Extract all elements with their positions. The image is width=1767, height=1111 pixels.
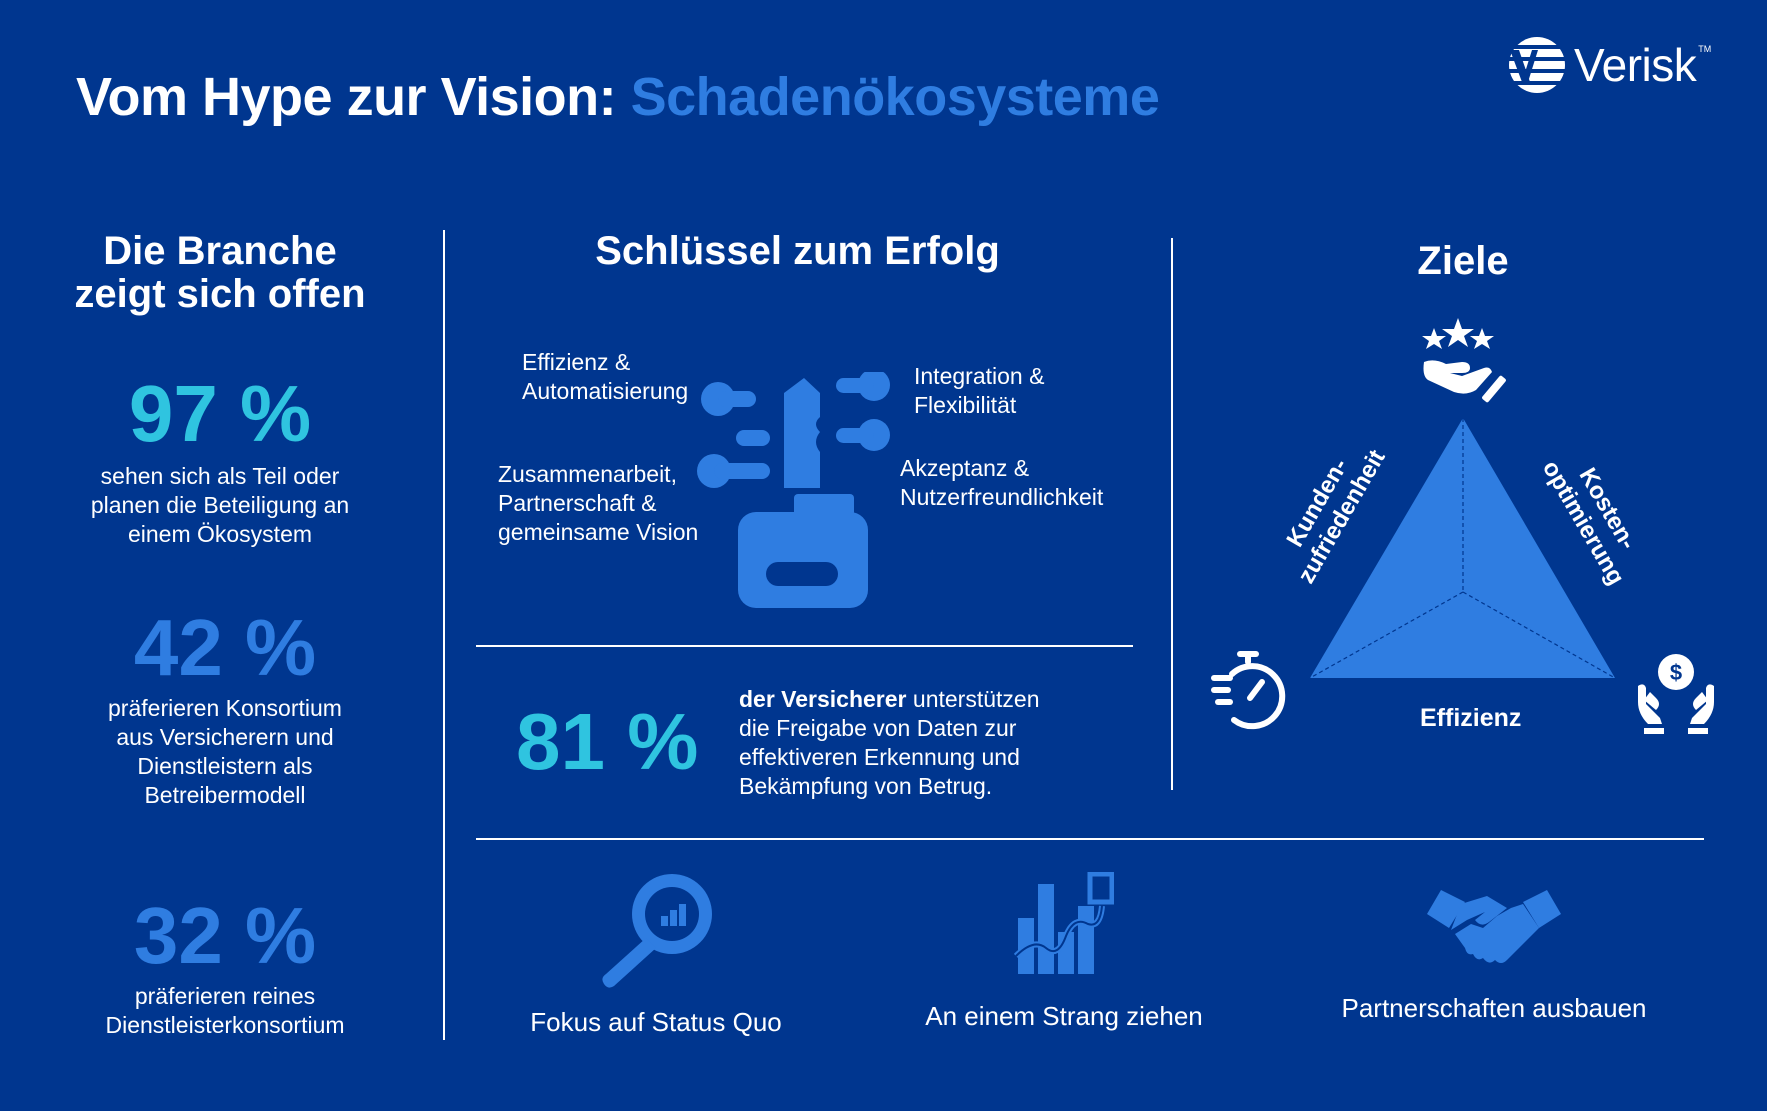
goal-label-efficiency: Effizienz bbox=[1420, 704, 1522, 732]
key-label-efficiency: Effizienz & Automatisierung bbox=[522, 348, 688, 406]
bottom-label: An einem Strang ziehen bbox=[925, 1001, 1203, 1031]
left-title-line: zeigt sich offen bbox=[74, 272, 366, 316]
divider-left-vertical bbox=[443, 230, 445, 1040]
magnifier-chart-icon bbox=[602, 874, 712, 988]
goals-triangle bbox=[1309, 418, 1616, 679]
divider-bottom-horizontal bbox=[476, 838, 1704, 840]
stat-desc-line: einem Ökosystem bbox=[127, 521, 313, 547]
svg-text:$: $ bbox=[1670, 660, 1682, 685]
key-label-line: Integration & bbox=[914, 363, 1045, 389]
stat-description: präferieren Konsortium aus Versicherern … bbox=[45, 694, 405, 810]
stat-desc-line: Dienstleistern als bbox=[137, 753, 313, 779]
divider-middle-vertical bbox=[1171, 238, 1173, 790]
logo-text: Verisk bbox=[1574, 39, 1697, 91]
stat-description: präferieren reines Dienstleisterkonsorti… bbox=[45, 982, 405, 1040]
stat-81-description: der Versicherer unterstützen die Freigab… bbox=[739, 685, 1039, 801]
bottom-item-status-quo: Fokus auf Status Quo bbox=[466, 872, 846, 1038]
key-label-line: Automatisierung bbox=[522, 378, 689, 404]
stat-81-desc-line: effektiveren Erkennung und bbox=[739, 744, 1020, 770]
stat-desc-line: sehen sich als Teil oder bbox=[100, 463, 340, 489]
stat-value: 42 % bbox=[133, 603, 317, 692]
handshake-icon bbox=[1427, 890, 1561, 963]
key-label-line: Nutzerfreundlichkeit bbox=[900, 484, 1104, 510]
stat-32: 32 % präferieren reines Dienstleisterkon… bbox=[45, 894, 405, 1040]
key-label-line: gemeinsame Vision bbox=[498, 519, 699, 545]
stat-value: 97 % bbox=[128, 369, 312, 458]
stat-description: sehen sich als Teil oder planen die Bete… bbox=[40, 462, 400, 549]
stat-desc-line: Betreibermodell bbox=[144, 782, 306, 808]
key-with-connectors-icon bbox=[697, 372, 890, 608]
bottom-item-partnerships: Partnerschaften ausbauen bbox=[1304, 886, 1684, 1024]
verisk-mark-icon bbox=[1509, 37, 1565, 93]
key-label-line: Flexibilität bbox=[914, 392, 1017, 418]
key-label-line: Partnerschaft & bbox=[498, 490, 657, 516]
hands-with-coin-icon: $ bbox=[1638, 654, 1714, 734]
stopwatch-icon bbox=[1211, 651, 1286, 730]
key-label-line: Zusammenarbeit, bbox=[498, 461, 677, 487]
stat-desc-line: Dienstleisterkonsortium bbox=[105, 1012, 345, 1038]
stat-81-desc-line: Bekämpfung von Betrug. bbox=[739, 773, 993, 799]
stat-81-desc-line: die Freigabe von Daten zur bbox=[739, 715, 1017, 741]
stat-81-value: 81 % bbox=[516, 697, 699, 786]
title-accent: Schadenökosysteme bbox=[630, 67, 1160, 127]
page-title: Vom Hype zur Vision: Schadenökosysteme bbox=[76, 66, 1160, 128]
divider-middle-horizontal bbox=[476, 645, 1133, 647]
bottom-item-pull-together: An einem Strang ziehen bbox=[874, 871, 1254, 1032]
stat-81-desc-rest: unterstützen bbox=[906, 686, 1040, 712]
stat-desc-line: aus Versicherern und bbox=[116, 724, 334, 750]
stat-81-desc-bold: der Versicherer bbox=[739, 686, 907, 712]
stat-value: 32 % bbox=[133, 891, 317, 980]
stat-desc-line: planen die Beteiligung an bbox=[90, 492, 350, 518]
left-section-title: Die Branche zeigt sich offen bbox=[40, 230, 400, 316]
verisk-logo: Verisk TM bbox=[1508, 36, 1711, 94]
middle-section-title: Schlüssel zum Erfolg bbox=[595, 229, 1000, 273]
right-section-title: Ziele bbox=[1417, 239, 1509, 283]
key-label-collaboration: Zusammenarbeit, Partnerschaft & gemeinsa… bbox=[498, 460, 698, 547]
title-main: Vom Hype zur Vision: bbox=[76, 67, 617, 127]
key-label-acceptance: Akzeptanz & Nutzerfreundlichkeit bbox=[900, 454, 1103, 512]
chart-rope-icon bbox=[1013, 871, 1115, 974]
key-label-line: Akzeptanz & bbox=[900, 455, 1030, 481]
hand-with-stars-icon bbox=[1422, 318, 1506, 403]
stat-97: 97 % sehen sich als Teil oder planen die… bbox=[40, 372, 400, 549]
left-title-line: Die Branche bbox=[103, 229, 337, 273]
key-label-integration: Integration & Flexibilität bbox=[914, 362, 1044, 420]
logo-trademark: TM bbox=[1698, 44, 1712, 54]
bottom-label: Partnerschaften ausbauen bbox=[1341, 993, 1647, 1023]
stat-desc-line: präferieren reines bbox=[134, 983, 316, 1009]
stat-81-desc-line: der Versicherer unterstützen bbox=[739, 685, 1039, 714]
stat-42: 42 % präferieren Konsortium aus Versiche… bbox=[45, 606, 405, 810]
stat-desc-line: präferieren Konsortium bbox=[108, 695, 342, 721]
key-label-line: Effizienz & bbox=[522, 349, 631, 375]
bottom-label: Fokus auf Status Quo bbox=[530, 1007, 782, 1037]
